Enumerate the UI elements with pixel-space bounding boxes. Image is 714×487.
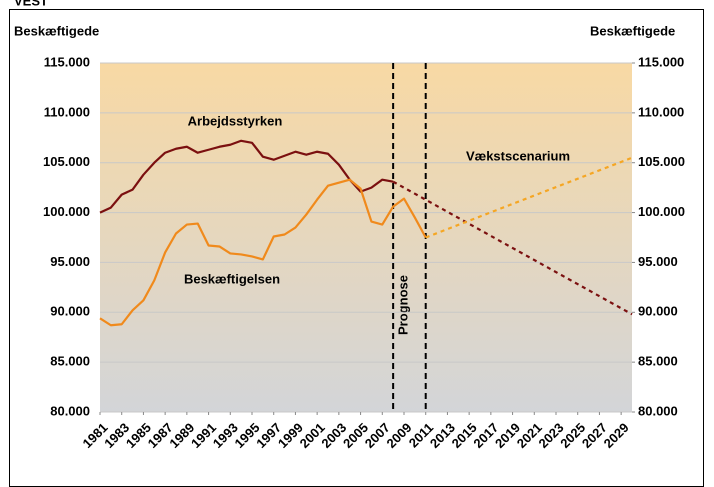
forecast-line	[425, 156, 633, 239]
annotation: Prognose	[395, 275, 410, 335]
annotation: Arbejdsstyrken	[188, 113, 283, 128]
y2-tick-label: 110.000	[638, 104, 684, 119]
y-tick-label: 85.000	[50, 354, 90, 369]
y-tick-label: 80.000	[50, 403, 90, 418]
y2-tick-label: 115.000	[638, 54, 684, 69]
y2-tick-label: 90.000	[638, 304, 678, 319]
y-tick-label: 95.000	[50, 254, 90, 269]
chart-title: VEST	[14, 0, 48, 8]
y2-axis-title: Beskæftigede	[590, 23, 675, 38]
plot-area	[100, 63, 632, 412]
y-tick-label: 110.000	[44, 104, 90, 119]
y-tick-label: 90.000	[50, 304, 90, 319]
y-axis-title: Beskæftigede	[14, 23, 99, 38]
y-tick-label: 105.000	[43, 154, 90, 169]
y2-tick-label: 100.000	[638, 204, 685, 219]
y2-tick-label: 80.000	[638, 403, 678, 418]
annotation: Beskæftigelsen	[184, 271, 280, 286]
series-line	[99, 139, 394, 214]
y-tick-label: 100.000	[43, 204, 90, 219]
y2-tick-label: 95.000	[638, 254, 678, 269]
y-tick-label: 115.000	[44, 54, 90, 69]
y2-tick-label: 85.000	[638, 354, 678, 369]
y2-tick-label: 105.000	[638, 154, 685, 169]
forecast-line	[392, 180, 633, 316]
annotation: Vækstscenarium	[466, 148, 570, 163]
series-line	[99, 178, 427, 327]
